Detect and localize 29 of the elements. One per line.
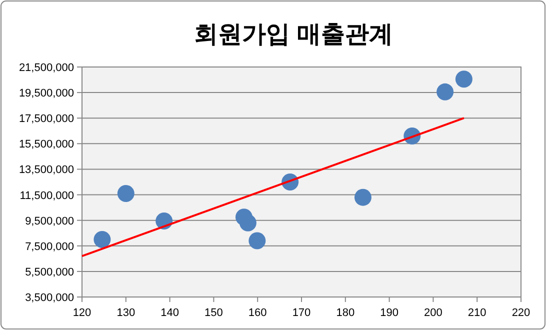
x-tick-label: 130 [116, 307, 136, 319]
x-tick-label: 140 [160, 307, 179, 319]
y-tick-label: 15,500,000 [18, 138, 74, 151]
y-tick-label: 3,500,000 [25, 292, 74, 304]
point [239, 214, 256, 232]
point [455, 70, 472, 88]
x-tick-label: 200 [424, 307, 442, 319]
point [117, 185, 134, 202]
point [436, 83, 454, 100]
point [94, 231, 111, 248]
x-tick-label: 180 [336, 307, 355, 319]
x-tick-label: 220 [512, 307, 530, 319]
y-tick-label: 13,500,000 [18, 164, 74, 176]
y-tick-label: 9,500,000 [25, 215, 74, 228]
x-tick-label: 210 [468, 307, 486, 319]
x-tick-label: 160 [248, 307, 267, 319]
point [248, 232, 266, 250]
y-tick-label: 7,500,000 [25, 240, 74, 253]
y-tick-label: 17,500,000 [18, 113, 74, 126]
point [354, 188, 372, 206]
chart-title: 회원가입 매출관계 [194, 21, 393, 48]
y-tick-label: 11,500,000 [20, 190, 74, 202]
x-tick-label: 150 [204, 307, 223, 319]
x-tick-label: 190 [380, 307, 398, 319]
y-tick-label: 21,500,000 [18, 62, 74, 74]
x-tick-label: 120 [72, 307, 92, 319]
x-tick-label: 170 [292, 307, 311, 319]
y-tick-label: 19,500,000 [18, 88, 74, 100]
y-tick-label: 5,500,000 [25, 266, 74, 278]
